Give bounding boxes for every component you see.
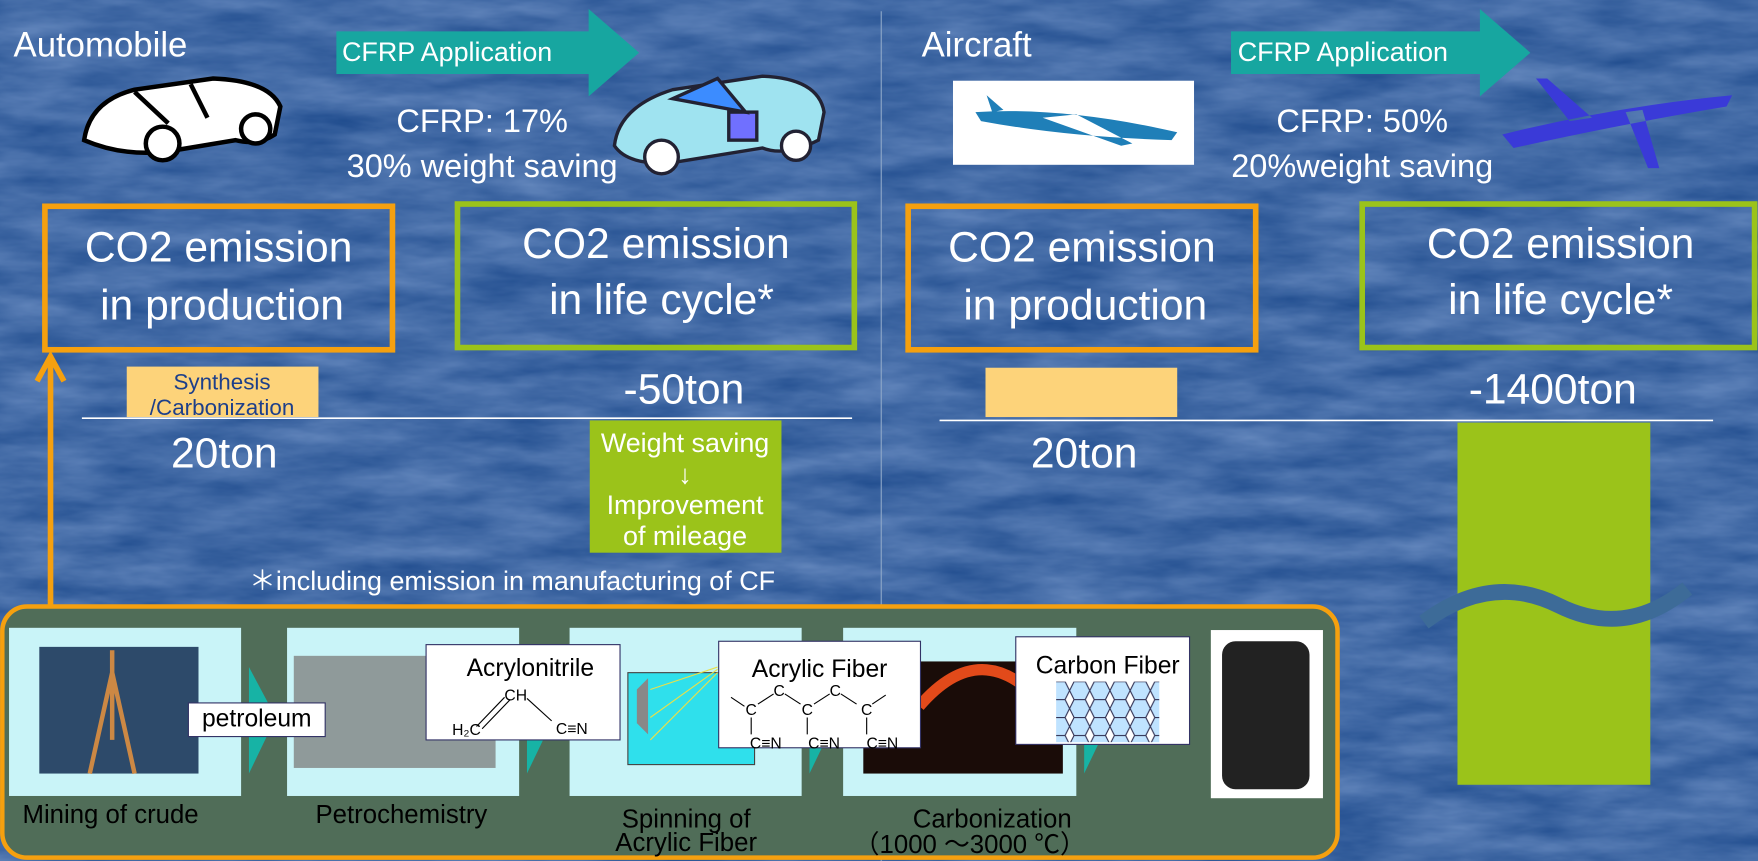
step-tag-text: Acrylic Fiber <box>752 656 888 683</box>
atom: C <box>774 683 785 700</box>
section-title: Aircraft <box>922 26 1032 64</box>
step-tag <box>425 644 621 741</box>
production-box <box>42 203 396 353</box>
lifecycle-emission: -50ton <box>624 366 745 414</box>
arrow-label: CFRP Application <box>342 37 552 67</box>
lifecycle-emission: -1400ton <box>1469 366 1637 414</box>
production-emission: 20ton <box>1031 430 1138 478</box>
step-tag-text: petroleum <box>202 705 312 732</box>
step-label: Acrylic Fiber <box>615 829 757 857</box>
atom: C≡N <box>750 736 782 753</box>
box-text: CO2 emission <box>1427 220 1694 268</box>
section-title: Automobile <box>14 26 188 64</box>
atom: C≡N <box>556 721 588 738</box>
effect-text: Weight saving <box>601 428 769 458</box>
step-label: （1000 ～3000 ℃） <box>854 831 1086 859</box>
graphite <box>1056 681 1160 743</box>
production-bar <box>126 366 319 418</box>
production-box <box>905 203 1259 353</box>
production-emission: 20ton <box>171 430 278 478</box>
atom: C≡N <box>866 736 898 753</box>
plane-cfrp <box>1502 78 1733 169</box>
box-text: in production <box>100 282 344 330</box>
step-tag <box>718 640 922 749</box>
lifecycle-bar <box>589 420 782 553</box>
step-label: Carbonization <box>913 805 1072 833</box>
box-text: in life cycle* <box>549 276 774 324</box>
cfrp-share: CFRP: 17% <box>396 103 568 139</box>
atom: C≡N <box>808 736 840 753</box>
box-text: CO2 emission <box>85 223 352 271</box>
step-label: Spinning of <box>622 805 752 833</box>
plane <box>975 95 1178 146</box>
stage-text: /Carbonization <box>150 395 294 420</box>
atom: C <box>861 702 872 719</box>
atom: H₂C <box>452 722 481 739</box>
cfrp-share: CFRP: 50% <box>1276 103 1448 139</box>
arrow-label: CFRP Application <box>1238 37 1448 67</box>
spinneret <box>636 678 649 735</box>
car-outline <box>81 76 283 163</box>
weight-saving: 30% weight saving <box>347 148 618 184</box>
box-text: in life cycle* <box>1448 276 1673 324</box>
axis-break <box>1419 582 1693 629</box>
plane-photo <box>952 80 1195 165</box>
box-text: CO2 emission <box>522 220 789 268</box>
atom: CH <box>504 687 527 704</box>
effect-text: Improvement <box>607 490 764 520</box>
step-tag-text: Acrylonitrile <box>467 655 594 682</box>
atom: C <box>830 683 841 700</box>
effect-text: of mileage <box>623 521 747 551</box>
footnote: ＊including emission in manufacturing of … <box>249 566 775 596</box>
atom: C <box>746 702 757 719</box>
box-text: CO2 emission <box>948 223 1215 271</box>
atom: C <box>802 702 813 719</box>
bonds <box>730 693 887 735</box>
weight-saving: 20%weight saving <box>1231 148 1493 184</box>
arrow <box>336 8 640 97</box>
step-tag-text: Carbon Fiber <box>1036 653 1180 680</box>
stage-text: Synthesis <box>173 369 270 394</box>
box-text: in production <box>963 282 1207 330</box>
lifecycle-box <box>454 201 858 351</box>
step-label: Mining of crude <box>22 801 198 829</box>
effect-text: ↓ <box>678 460 691 490</box>
lifecycle-box <box>1359 201 1758 351</box>
arrow <box>1231 8 1531 97</box>
flow-arrow <box>34 350 67 617</box>
rig <box>87 650 137 775</box>
spool <box>1222 641 1310 790</box>
step-label: Petrochemistry <box>316 801 488 829</box>
step-tag <box>187 702 326 738</box>
car-cfrp <box>612 74 826 176</box>
production-bar <box>985 367 1178 418</box>
fibers <box>649 666 718 741</box>
bonds <box>476 696 553 730</box>
